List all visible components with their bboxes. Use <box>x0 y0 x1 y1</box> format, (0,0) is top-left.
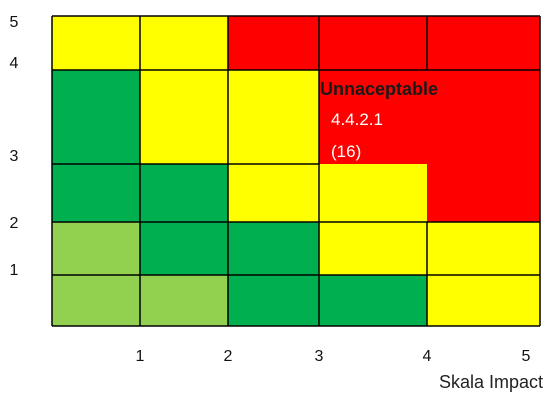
matrix-cell-r3-c3 <box>228 164 319 222</box>
y-tick-label: 2 <box>10 215 19 232</box>
matrix-cell-r4-c5 <box>427 222 540 275</box>
matrix-cell-r1-c3 <box>228 16 319 70</box>
matrix-cell-r5-c3 <box>228 275 319 326</box>
matrix-cell-r5-c2 <box>140 275 228 326</box>
matrix-cell-r1-c2 <box>140 16 228 70</box>
matrix-cell-r4-c2 <box>140 222 228 275</box>
x-tick-label: 4 <box>423 348 432 365</box>
annotation-code: 4.4.2.1 <box>331 110 383 129</box>
y-tick-label: 3 <box>10 148 19 165</box>
matrix-cell-r2-c1 <box>52 70 140 164</box>
annotation-title: Unnaceptable <box>320 79 438 99</box>
matrix-cell-r2-c4 <box>319 70 427 164</box>
matrix-cell-r1-c1 <box>52 16 140 70</box>
x-tick-label: 5 <box>522 348 531 365</box>
x-axis-ticks: 1 2 3 4 5 <box>136 348 531 365</box>
matrix-cell-r4-c4 <box>319 222 427 275</box>
matrix-cell-r1-c4 <box>319 16 427 70</box>
matrix-cell-r5-c5 <box>427 275 540 326</box>
matrix-cell-r1-c5 <box>427 16 540 70</box>
matrix-cell-r2-c5 <box>427 70 540 164</box>
matrix-cell-r3-c4 <box>319 164 427 222</box>
x-tick-label: 2 <box>224 348 233 365</box>
matrix-cell-r4-c1 <box>52 222 140 275</box>
y-tick-label: 4 <box>10 55 19 72</box>
matrix-cell-r3-c5 <box>427 164 540 222</box>
matrix-cell-r2-c2 <box>140 70 228 164</box>
x-tick-label: 3 <box>315 348 324 365</box>
matrix-cell-r3-c1 <box>52 164 140 222</box>
matrix-cell-r5-c4 <box>319 275 427 326</box>
matrix-cell-r2-c3 <box>228 70 319 164</box>
y-tick-label: 5 <box>10 14 19 31</box>
x-axis-title: Skala Impact <box>439 372 543 392</box>
matrix-cell-r3-c2 <box>140 164 228 222</box>
matrix-cells <box>52 16 540 326</box>
matrix-cell-r5-c1 <box>52 275 140 326</box>
y-tick-label: 1 <box>10 262 19 279</box>
annotation: Unnaceptable 4.4.2.1 (16) <box>320 79 438 161</box>
matrix-cell-r4-c3 <box>228 222 319 275</box>
annotation-value: (16) <box>331 142 361 161</box>
y-axis-ticks: 5 4 3 2 1 <box>10 14 19 279</box>
matrix-grid <box>51 15 541 327</box>
x-tick-label: 1 <box>136 348 145 365</box>
